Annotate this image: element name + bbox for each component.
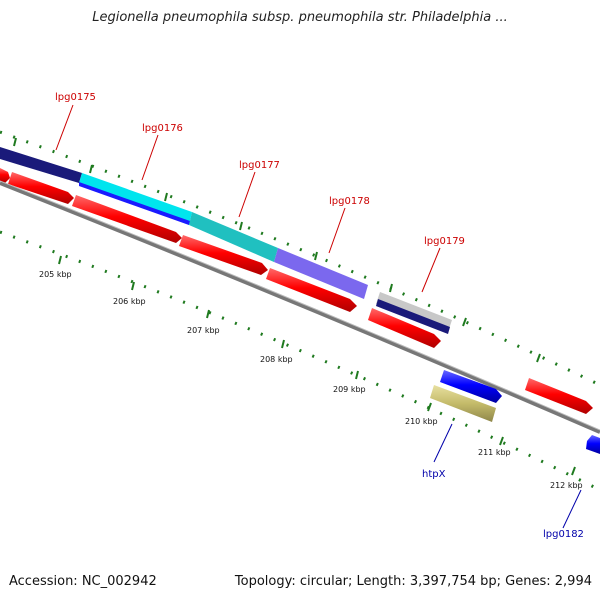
label-leaders: [55, 104, 582, 529]
tick-label-206kbp: 206 kbp: [113, 297, 146, 306]
gene-label-lpg0177: lpg0177: [239, 160, 280, 171]
reverse-strand-genes: [0, 147, 452, 334]
gene-block-lpg0177: [189, 212, 278, 262]
gene-arrow: [266, 268, 357, 312]
gene-arrow: [72, 195, 182, 243]
gene-arrow: [368, 308, 441, 348]
gene-label-lpg0179: lpg0179: [424, 236, 465, 247]
genome-backbone-highlight: [0, 180, 600, 431]
gene-arrow: [440, 370, 502, 403]
gene-arrow: [525, 378, 593, 414]
outer-major-ticks: [13, 137, 541, 363]
gene-block-lpg0175: [0, 147, 82, 183]
gene-label-htpX: htpX: [422, 469, 446, 480]
gene-label-lpg0176: lpg0176: [142, 123, 183, 134]
gene-label-lpg0175: lpg0175: [55, 92, 96, 103]
outer-tick-dots: [0, 130, 600, 387]
gene-arrow: [8, 172, 74, 204]
gene-arrow: [586, 435, 600, 454]
inner-major-ticks: [58, 255, 576, 476]
tick-label-205kbp: 205 kbp: [39, 270, 72, 279]
position-tick-labels: 205 kbp 206 kbp 207 kbp 208 kbp 209 kbp …: [39, 270, 583, 490]
genome-summary-text: Topology: circular; Length: 3,397,754 bp…: [234, 574, 592, 589]
gene-labels: lpg0175 lpg0176 lpg0177 lpg0178 lpg0179 …: [55, 92, 584, 540]
gene-stripe-lpg0179: [376, 299, 450, 334]
gene-arrow: [0, 168, 10, 183]
tick-label-207kbp: 207 kbp: [187, 326, 220, 335]
tick-label-209kbp: 209 kbp: [333, 385, 366, 394]
tick-label-212kbp: 212 kbp: [550, 481, 583, 490]
gene-block-lpg0178: [274, 248, 368, 299]
gene-stripe-lpg0176: [79, 182, 190, 225]
accession-text: Accession: NC_002942: [9, 574, 157, 589]
inner-strand-genes: [430, 370, 600, 454]
tick-label-208kbp: 208 kbp: [260, 355, 293, 364]
gene-label-lpg0178: lpg0178: [329, 196, 370, 207]
inner-tick-dots: [0, 230, 600, 492]
gene-block: [430, 385, 496, 422]
gene-arrow: [179, 235, 268, 275]
forward-strand-genes: [0, 168, 593, 414]
gene-label-lpg0182: lpg0182: [543, 529, 584, 540]
tick-label-210kbp: 210 kbp: [405, 417, 438, 426]
genome-backbone: [0, 181, 600, 434]
map-title: Legionella pneumophila subsp. pneumophil…: [92, 10, 508, 25]
tick-label-211kbp: 211 kbp: [478, 448, 511, 457]
